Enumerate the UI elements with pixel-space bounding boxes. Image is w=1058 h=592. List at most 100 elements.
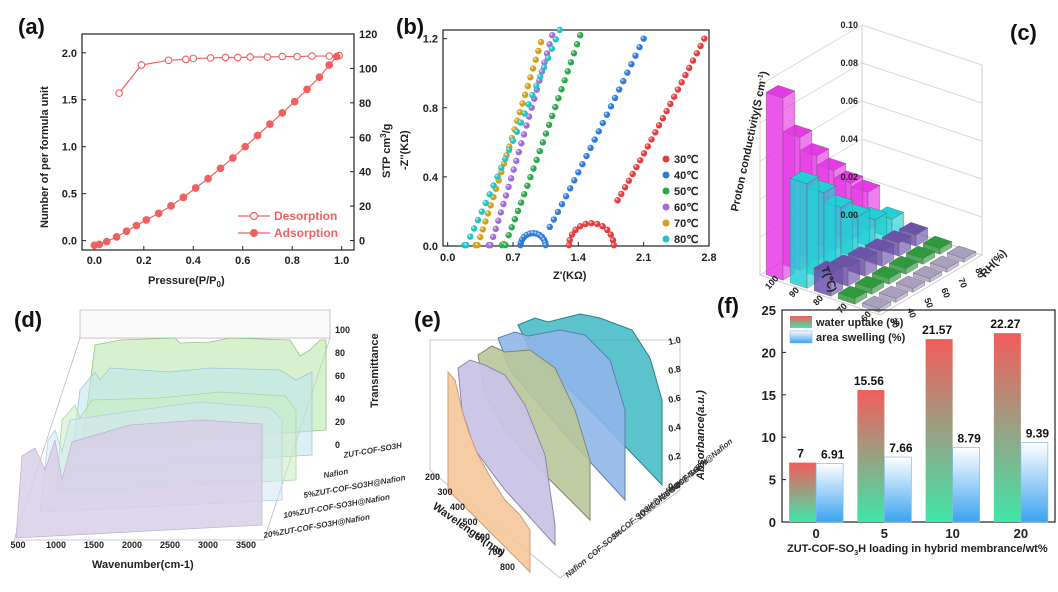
point-adsorption [228, 154, 237, 162]
y-tick-label-a: 1.5 [62, 95, 77, 107]
point-highlight [474, 241, 481, 249]
point-highlight [492, 225, 499, 233]
panel-label-d: (d) [14, 307, 42, 332]
panel-label-f: (f) [717, 293, 739, 318]
axis-ticks-d: 500 1000 1500 2000 2500 3000 3500 0 20 40 60 80 100 [10, 325, 350, 550]
point-highlight [648, 136, 655, 143]
point-adsorption [179, 193, 188, 202]
series-label-d: 10%ZUT-COF-SO3H@Nafion [283, 492, 391, 520]
point-highlight [505, 183, 512, 191]
z-tick-label-c: 0.10 [840, 20, 858, 30]
point-highlight [494, 173, 501, 180]
point-highlight [467, 233, 474, 240]
point-highlight [644, 143, 651, 150]
legend-b: 30℃ 40℃ 50℃ 60℃ 70℃ 80℃ [662, 154, 699, 246]
point-highlight [555, 94, 562, 102]
point-highlight [539, 139, 547, 146]
z-tick-label-c: 0.02 [840, 172, 858, 182]
back-grid-c [861, 138, 983, 180]
point-highlight [558, 86, 565, 93]
point-highlight [549, 31, 556, 39]
point-highlight [525, 101, 532, 108]
bar3d-RH60-T80 [946, 245, 977, 263]
legend-swelling-label: area swelling (%) [816, 332, 906, 344]
x-tick-label-a: 0.0 [87, 255, 102, 267]
x-tick-label-b: 2.8 [701, 252, 716, 264]
x-tick-label-d: 1000 [46, 540, 66, 550]
y-tick-label-b: 0.0 [423, 241, 438, 253]
point-highlight [513, 128, 521, 135]
point-desorption [233, 53, 242, 62]
x-tick-label-a: 0.8 [285, 255, 300, 267]
point-highlight [577, 223, 584, 230]
point-highlight [701, 35, 708, 42]
point-highlight [486, 191, 493, 198]
point-highlight [625, 177, 633, 184]
point-highlight [511, 215, 519, 223]
point-highlight [533, 156, 540, 164]
point-highlight [577, 31, 584, 39]
point-highlight [482, 218, 489, 225]
point-highlight [591, 136, 598, 143]
point-highlight [541, 59, 548, 66]
point-highlight [603, 111, 611, 118]
point-highlight [502, 155, 509, 163]
point-highlight [682, 71, 689, 79]
point-highlight [571, 177, 578, 184]
point-highlight [484, 210, 492, 217]
legend-water-swatch [790, 316, 812, 328]
point-highlight [523, 122, 530, 129]
y-tick-label-f: 25 [762, 303, 776, 318]
point-highlight [556, 26, 563, 34]
legend-adsorption-marker [250, 229, 258, 237]
side-grid-c [759, 24, 863, 86]
x-tick-label-b: 2.1 [636, 252, 651, 264]
point-highlight [549, 112, 556, 120]
point-adsorption [325, 61, 334, 69]
point-highlight [529, 91, 536, 99]
point-highlight [564, 68, 571, 75]
point-highlight [513, 157, 520, 165]
point-highlight [629, 170, 636, 178]
bar3d-face [912, 265, 943, 279]
x-tick-label-e: 500 [462, 517, 477, 527]
x-tick-label-d: 2500 [160, 540, 180, 550]
bar-area-swelling [1020, 442, 1049, 523]
point-desorption [325, 52, 334, 60]
y-tick-label-f: 10 [762, 430, 776, 445]
bar3d-face [765, 85, 796, 99]
data-label-f: 7.66 [889, 441, 913, 455]
point-highlight [655, 122, 663, 129]
z-axis-label-c: Proton conductivity(S cm-1) [729, 70, 771, 213]
point-highlight [463, 241, 470, 249]
legend-desorption-marker [249, 211, 259, 221]
z-tick-label-e: 1.0 [667, 335, 681, 347]
point-highlight [498, 164, 505, 171]
point-desorption [164, 56, 173, 65]
x-tick-label-e: 700 [487, 547, 502, 557]
bar3d-face [905, 245, 936, 259]
point-highlight [521, 110, 528, 117]
bar3d-face [946, 245, 977, 259]
bar3d-face [766, 92, 784, 281]
point-highlight [505, 146, 513, 154]
point-highlight [632, 52, 639, 59]
point-highlight [587, 144, 594, 152]
point-highlight [516, 108, 524, 116]
point-highlight [476, 233, 484, 241]
rh-tick-label-c: 70 [835, 301, 849, 315]
data-label-f: 8.79 [957, 431, 981, 445]
bar3d-RH70-T80 [922, 235, 953, 255]
bar3d-face [854, 275, 885, 289]
point-adsorption [204, 174, 212, 183]
x-tick-label-f: 0 [813, 526, 820, 541]
y-tick-label-b: 0.8 [423, 103, 438, 115]
data-label-f: 9.39 [1026, 426, 1050, 440]
bar3d-RH70-T40 [854, 275, 885, 295]
z-tick-label-c: 0.00 [840, 210, 858, 220]
x-tick-label-e: 400 [450, 502, 465, 512]
legend-swelling-swatch [789, 330, 813, 344]
point-highlight [607, 103, 615, 110]
bar3d-RH70-T60 [888, 255, 919, 275]
point-adsorption [95, 240, 104, 249]
